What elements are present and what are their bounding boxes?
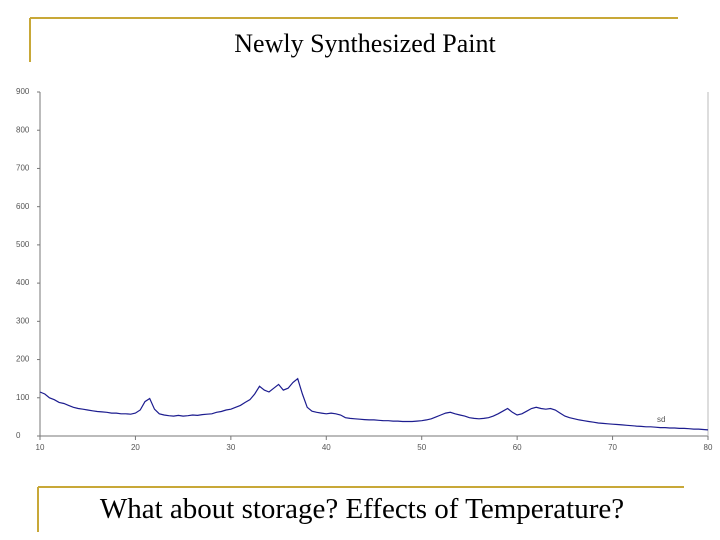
x-tick-label: 80 <box>704 443 713 452</box>
y-tick-label: 800 <box>16 125 30 134</box>
y-tick-label: 600 <box>16 202 30 211</box>
y-tick-label: 300 <box>16 316 30 325</box>
x-tick-label: 60 <box>513 443 522 452</box>
x-tick-label: 70 <box>608 443 617 452</box>
data-line <box>39 377 709 431</box>
x-tick-label: 10 <box>36 443 45 452</box>
x-tick-label: 50 <box>417 443 426 452</box>
y-tick-label: 400 <box>16 278 30 287</box>
y-tick-label: 700 <box>16 164 30 173</box>
y-tick-label: 900 <box>16 87 30 96</box>
x-tick-label: 30 <box>226 443 235 452</box>
y-tick-label: 0 <box>16 431 21 440</box>
x-tick-label: 20 <box>131 443 140 452</box>
slide-title: Newly Synthesized Paint <box>234 29 496 58</box>
caption: What about storage? Effects of Temperatu… <box>100 493 624 525</box>
annotation: sd <box>657 415 665 424</box>
y-tick-label: 100 <box>16 393 30 402</box>
y-tick-label: 500 <box>16 240 30 249</box>
x-tick-label: 40 <box>322 443 331 452</box>
y-tick-label: 200 <box>16 355 30 364</box>
